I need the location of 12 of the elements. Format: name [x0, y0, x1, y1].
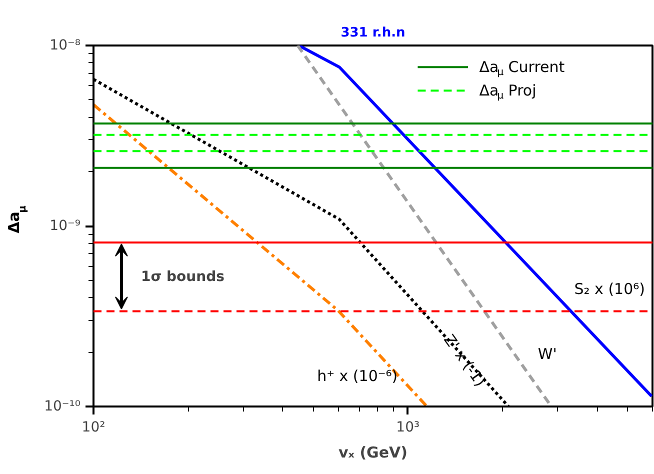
y-tick-label: 10⁻¹⁰	[44, 398, 81, 414]
x-tick-label: 10²	[82, 420, 106, 436]
series-label: h⁺ x (10⁻⁶)	[317, 366, 398, 385]
annotation: 1σ bounds	[141, 268, 224, 285]
x-axis-title: vₓ (GeV)	[338, 444, 408, 462]
series-label: W'	[538, 345, 557, 364]
chart-title: 331 r.h.n	[340, 26, 406, 40]
series-label: S₂ x (10⁶)	[574, 280, 646, 298]
y-tick-label: 10⁻⁹	[50, 218, 81, 234]
y-tick-label: 10⁻⁸	[50, 38, 81, 54]
y-axis-title: Δaμ	[5, 204, 28, 234]
x-tick-label: 10³	[396, 420, 420, 436]
